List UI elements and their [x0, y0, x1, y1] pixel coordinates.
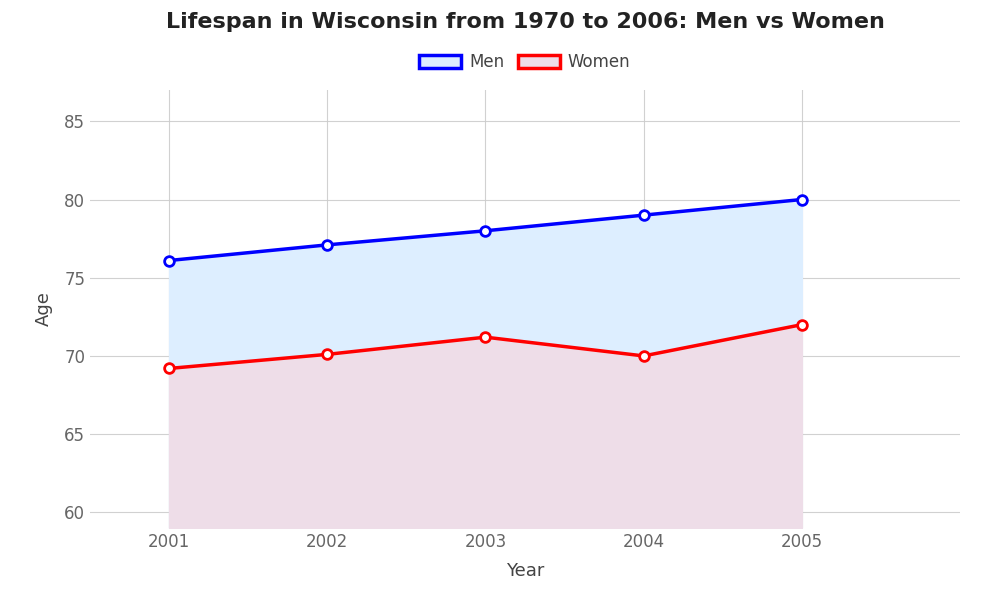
Title: Lifespan in Wisconsin from 1970 to 2006: Men vs Women: Lifespan in Wisconsin from 1970 to 2006:… — [166, 11, 884, 31]
Y-axis label: Age: Age — [35, 292, 53, 326]
Legend: Men, Women: Men, Women — [414, 48, 636, 76]
X-axis label: Year: Year — [506, 562, 544, 580]
